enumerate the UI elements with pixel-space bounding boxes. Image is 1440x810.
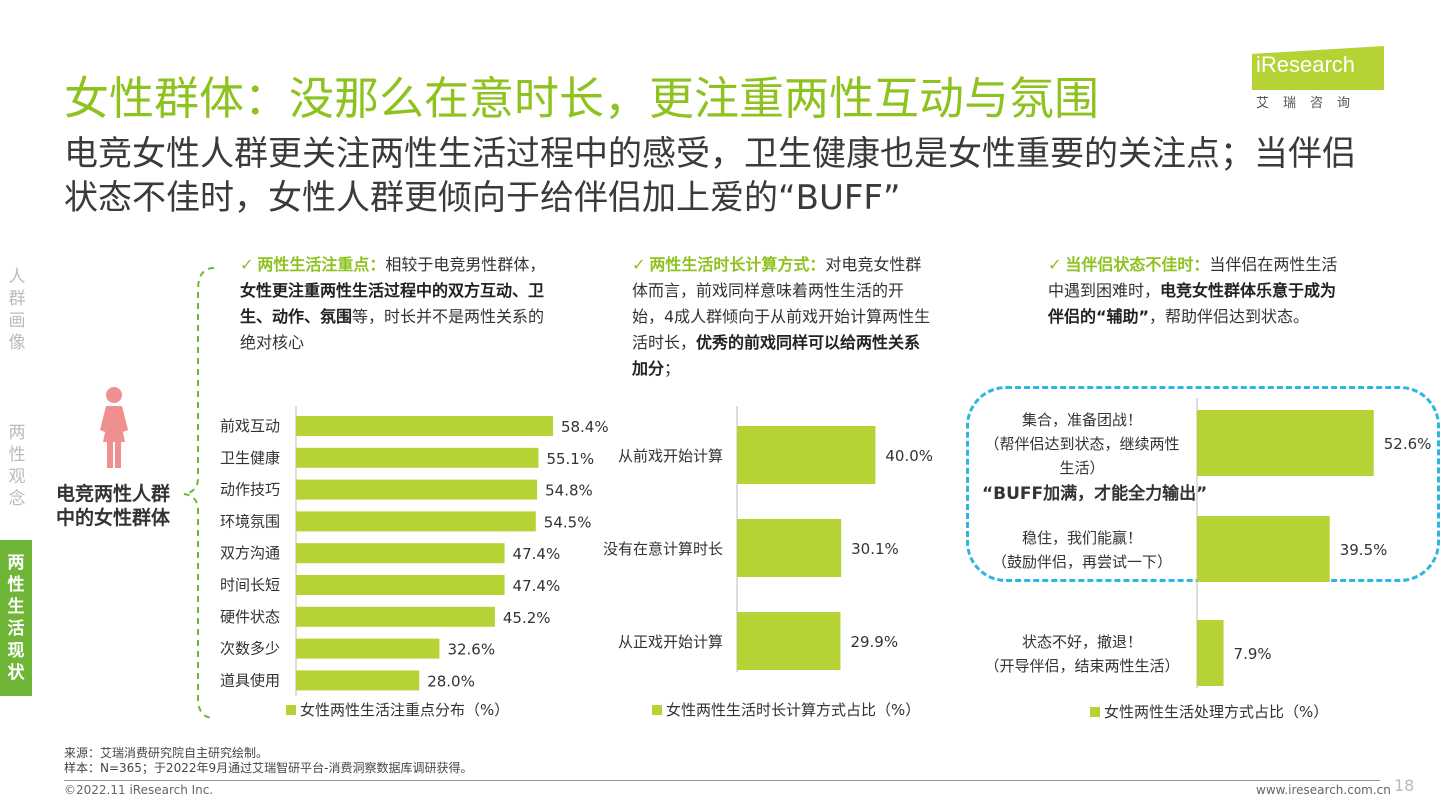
value-label: 58.4% [561, 418, 609, 436]
category-label: 道具使用 [220, 671, 280, 689]
value-label: 39.5% [1340, 541, 1388, 559]
value-label: 47.4% [513, 577, 561, 595]
value-label: 29.9% [850, 633, 898, 651]
value-label: 28.0% [427, 672, 475, 690]
bar [1197, 620, 1224, 686]
note-text: ； [664, 359, 681, 378]
note-heading: 两性生活注重点： [257, 255, 386, 274]
category-label: 从前戏开始计算 [618, 447, 723, 465]
value-label: 45.2% [503, 609, 551, 627]
footer-source: 来源：艾瑞消费研究院自主研究绘制。 样本：N=365；于2022年9月通过艾瑞智… [64, 746, 473, 775]
persona-label: 电竞两性人群中的女性群体 [55, 483, 170, 529]
chart-focus-svg: 前戏互动 58.4% 卫生健康 55.1% 动作技巧 54.8% 环境氛围 54.5% 双方沟通… [220, 406, 609, 696]
logo-text: iResearch [1256, 52, 1356, 77]
check-icon: ✓ [1048, 255, 1062, 274]
bar [296, 606, 495, 627]
legend-focus: 女性两性生活注重点分布（%） [286, 699, 509, 720]
category-label: （开导伴侣，结束两性生活） [984, 657, 1179, 675]
iresearch-logo: iResearch 艾瑞咨询 [1252, 44, 1392, 114]
bar [296, 638, 440, 659]
note-text: 相较于电竞男性群体， [385, 255, 546, 274]
category-label: （帮伴侣达到状态，继续两性 [984, 435, 1179, 453]
category-label: 没有在意计算时长 [603, 540, 723, 558]
category-label: 硬件状态 [220, 608, 280, 626]
category-label: 集合，准备团战！ [1022, 411, 1142, 429]
note-focus: ✓ 两性生活注重点：相较于电竞男性群体， 女性更注重两性生活过程中的双方互动、卫生、… [240, 252, 550, 356]
note-duration: ✓ 两性生活时长计算方式：对电竞女性群体而言，前戏同样意味着两性生活的开始，4成人… [632, 252, 932, 382]
logo-subtext: 艾瑞咨询 [1256, 96, 1365, 111]
note-text: 电竞女性群体乐意于成为伴侣的“辅助” [1048, 281, 1337, 326]
note-heading: 两性生活时长计算方式： [649, 255, 826, 274]
check-icon: ✓ [240, 255, 254, 274]
category-label: 卫生健康 [220, 449, 280, 467]
value-label: 54.5% [544, 513, 592, 531]
note-text: 女性更注重两性生活过程中的双方互动、卫生、动作、氛围 [240, 281, 545, 326]
bar [1197, 410, 1374, 476]
sidebar-item-current[interactable]: 两性生活现状 [0, 540, 32, 696]
value-label: 52.6% [1384, 435, 1432, 453]
value-label: 40.0% [885, 447, 933, 465]
page-subtitle: 电竞女性人群更关注两性生活过程中的感受，卫生健康也是女性重要的关注点；当伴侣状态… [64, 134, 1356, 218]
note-text: 优秀的前戏同样可以给两性关系加分 [632, 333, 921, 378]
page-number: 18 [1394, 776, 1415, 795]
category-label: 从正戏开始计算 [618, 633, 723, 651]
bar [737, 519, 842, 577]
bar [296, 670, 420, 691]
value-label: 55.1% [546, 450, 594, 468]
bar [296, 543, 505, 564]
sidebar-item-attitude[interactable]: 两性观念 [8, 423, 26, 509]
bar [737, 612, 841, 670]
bracket-divider [183, 267, 215, 719]
category-label: 稳住，我们能赢！ [1022, 529, 1142, 547]
bar [296, 447, 539, 468]
buff-slogan: “BUFF加满，才能全力输出” [982, 484, 1208, 504]
bar [296, 575, 505, 595]
category-label: 状态不好，撤退！ [1022, 633, 1142, 651]
category-label: 时间长短 [220, 576, 280, 594]
footer-copyright: ©2022.11 iResearch Inc. [64, 783, 214, 797]
legend-duration: 女性两性生活时长计算方式占比（%） [652, 699, 920, 720]
bar [1197, 516, 1330, 582]
category-label: 双方沟通 [220, 544, 280, 562]
note-text: ，帮助伴侣达到状态。 [1149, 307, 1310, 326]
note-heading: 当伴侣状态不佳时： [1065, 255, 1210, 274]
category-label: 生活） [1059, 459, 1104, 477]
value-label: 32.6% [447, 641, 495, 659]
category-label: 动作技巧 [220, 481, 280, 499]
value-label: 30.1% [851, 540, 899, 558]
logo-shape [1252, 46, 1384, 90]
sidebar-item-persona[interactable]: 人群画像 [8, 267, 26, 353]
bar [737, 426, 876, 484]
footer-url[interactable]: www.iresearch.com.cn [1256, 783, 1391, 797]
note-text: 等，时长并不是两性关系的绝对核心 [240, 307, 545, 352]
page-title: 女性群体：没那么在意时长，更注重两性互动与氛围 [64, 72, 1100, 125]
value-label: 47.4% [513, 545, 561, 563]
note-partner: ✓ 当伴侣状态不佳时：当伴侣在两性生活中遇到困难时，电竞女性群体乐意于成为伴侣的“… [1048, 252, 1338, 330]
note-text: 对电竞女性群体而言，前戏同样意味着两性生活的开始，4成人群倾向于从前戏开始计算两… [632, 255, 931, 352]
bar [296, 416, 553, 436]
bar [296, 511, 536, 532]
value-label: 54.8% [545, 482, 593, 500]
bar [296, 479, 538, 500]
chart-duration-svg: 从前戏开始计算 40.0% 没有在意计算时长 30.1% 从正戏开始计算 29.9% [603, 406, 933, 672]
check-icon: ✓ [632, 255, 646, 274]
category-label: 次数多少 [220, 640, 280, 658]
category-label: （鼓励伴侣，再尝试一下） [992, 553, 1172, 571]
note-text: 当伴侣在两性生活中遇到困难时， [1048, 255, 1338, 300]
category-label: 前戏互动 [220, 417, 280, 435]
legend-handling: 女性两性生活处理方式占比（%） [1090, 701, 1328, 722]
value-label: 7.9% [1234, 645, 1272, 663]
footer-divider [64, 780, 1380, 781]
female-person-icon [100, 387, 128, 468]
category-label: 环境氛围 [220, 512, 280, 530]
